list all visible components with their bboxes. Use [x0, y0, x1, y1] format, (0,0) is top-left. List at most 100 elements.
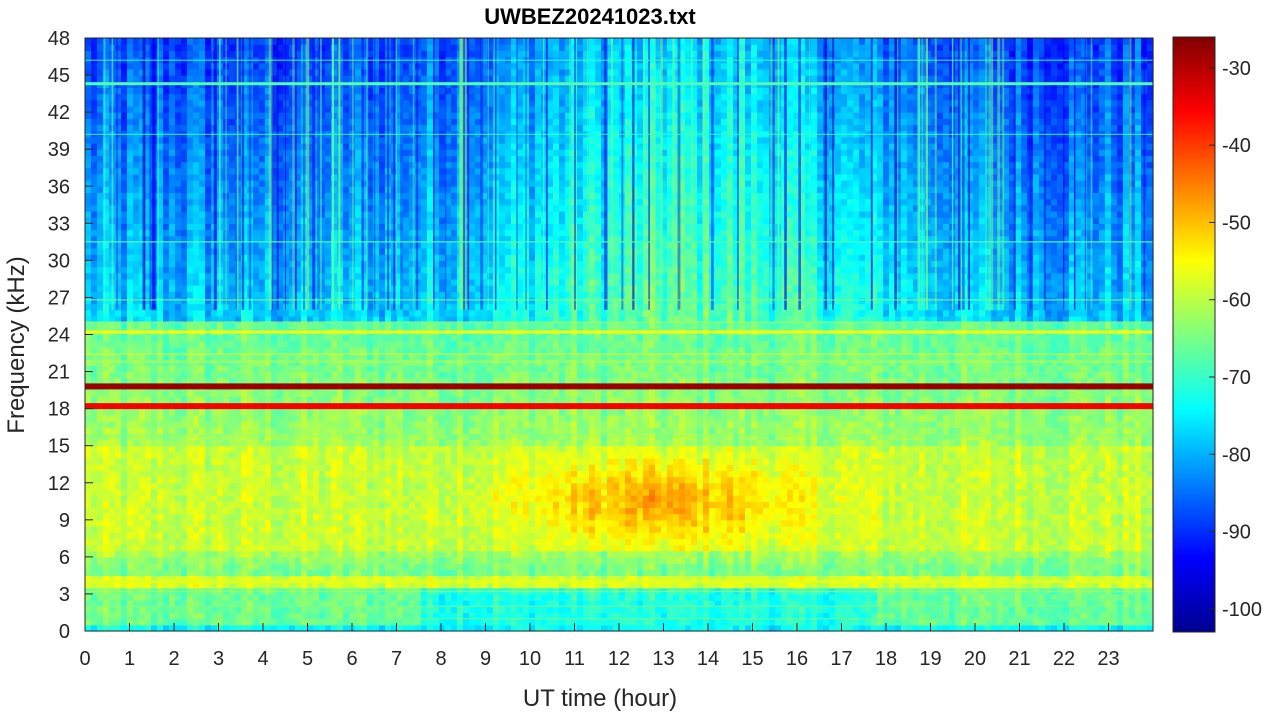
spectrogram-cell [277, 99, 284, 107]
spectrogram-cell [277, 62, 284, 70]
spectrogram-cell [121, 563, 128, 570]
spectrogram-cell [169, 260, 176, 268]
spectrogram-cell [289, 501, 296, 509]
spectrogram-cell [175, 38, 182, 45]
spectrogram-cell [187, 136, 194, 144]
spectrogram-cell [145, 105, 152, 113]
spectrogram-cell [283, 451, 290, 459]
spectrogram-cell [121, 322, 128, 329]
spectrogram-cell [139, 241, 146, 249]
spectrogram-cell [217, 581, 224, 589]
spectrogram-cell [325, 136, 332, 144]
spectrogram-cell [103, 297, 110, 305]
spectrogram-cell [133, 303, 140, 311]
spectrogram-cell [283, 124, 290, 132]
spectrogram-cell [301, 495, 308, 502]
spectrogram-cell [97, 556, 104, 564]
spectrogram-cell [367, 87, 374, 95]
spectrogram-cell [205, 315, 212, 323]
spectrogram-cell [331, 550, 338, 558]
spectrogram-cell [229, 315, 236, 323]
spectrogram-cell [343, 173, 350, 181]
spectrogram-cell [163, 556, 170, 564]
spectrogram-cell [157, 272, 164, 280]
spectrogram-cell [295, 112, 302, 119]
spectrogram-cell [343, 303, 350, 311]
spectrogram-cell [283, 507, 290, 515]
spectrogram-cell [115, 136, 122, 144]
spectrogram-cell [283, 482, 290, 490]
spectrogram-cell [319, 377, 326, 385]
spectrogram-cell [337, 525, 344, 533]
spectrogram-cell [259, 260, 266, 268]
spectrogram-cell [265, 513, 272, 521]
spectrogram-cell [151, 377, 158, 385]
spectrogram-cell [199, 297, 206, 305]
spectrogram-cell [253, 525, 260, 533]
spectrogram-cell [235, 396, 242, 404]
spectrogram-cell [373, 99, 380, 107]
spectrogram-cell [151, 618, 158, 626]
spectrogram-cell [265, 241, 272, 249]
spectrogram-cell [217, 309, 224, 317]
spectrogram-cell [367, 143, 374, 150]
spectrogram-cell [283, 495, 290, 502]
spectrogram-cell [127, 575, 134, 583]
spectrogram-cell [379, 414, 386, 422]
spectrogram-cell [205, 593, 212, 601]
spectrogram-cell [391, 427, 398, 434]
spectrogram-cell [295, 482, 302, 490]
spectrogram-cell [241, 439, 248, 447]
spectrogram-cell [121, 285, 128, 292]
spectrogram-cell [91, 229, 98, 237]
spectrogram-cell [91, 365, 98, 373]
spectrogram-cell [301, 44, 308, 51]
spectrogram-cell [199, 501, 206, 509]
spectrogram-cell [253, 365, 260, 373]
spectrogram-cell [199, 173, 206, 181]
spectrogram-cell [295, 260, 302, 268]
spectrogram-cell [91, 507, 98, 515]
spectrogram-cell [301, 260, 308, 268]
spectrogram-cell [121, 420, 128, 428]
spectrogram-cell [85, 624, 92, 632]
spectrogram-cell [325, 124, 332, 132]
spectrogram-cell [187, 439, 194, 447]
spectrogram-cell [145, 519, 152, 527]
spectrogram-cell [355, 464, 362, 471]
spectrogram-cell [115, 235, 122, 243]
spectrogram-cell [97, 353, 104, 360]
spectrogram-cell [235, 322, 242, 329]
spectrogram-cell [133, 600, 140, 607]
spectrogram-cell [289, 340, 296, 348]
spectrogram-cell [199, 377, 206, 385]
spectrogram-cell [343, 180, 350, 187]
spectrogram-cell [211, 377, 218, 385]
spectrogram-cell [313, 229, 320, 237]
spectrogram-cell [247, 223, 254, 231]
spectrogram-cell [151, 371, 158, 379]
spectrogram-cell [127, 143, 134, 150]
spectrogram-cell [391, 353, 398, 360]
spectrogram-cell [289, 451, 296, 459]
spectrogram-cell [229, 235, 236, 243]
spectrogram-cell [151, 365, 158, 373]
spectrogram-cell [187, 377, 194, 385]
spectrogram-cell [181, 223, 188, 231]
spectrogram-cell [241, 365, 248, 373]
spectrogram-cell [319, 75, 326, 82]
spectrogram-cell [211, 346, 218, 354]
spectrogram-cell [175, 210, 182, 218]
spectrogram-cell [211, 427, 218, 434]
spectrogram-cell [283, 198, 290, 206]
spectrogram-cell [313, 180, 320, 187]
spectrogram-cell [229, 254, 236, 261]
spectrogram-cell [385, 593, 392, 601]
spectrogram-cell [133, 50, 140, 58]
spectrogram-cell [139, 62, 146, 70]
spectrogram-cell [169, 217, 176, 224]
spectrogram-cell [181, 235, 188, 243]
spectrogram-cell [169, 105, 176, 113]
spectrogram-cell [367, 118, 374, 126]
spectrogram-cell [247, 340, 254, 348]
